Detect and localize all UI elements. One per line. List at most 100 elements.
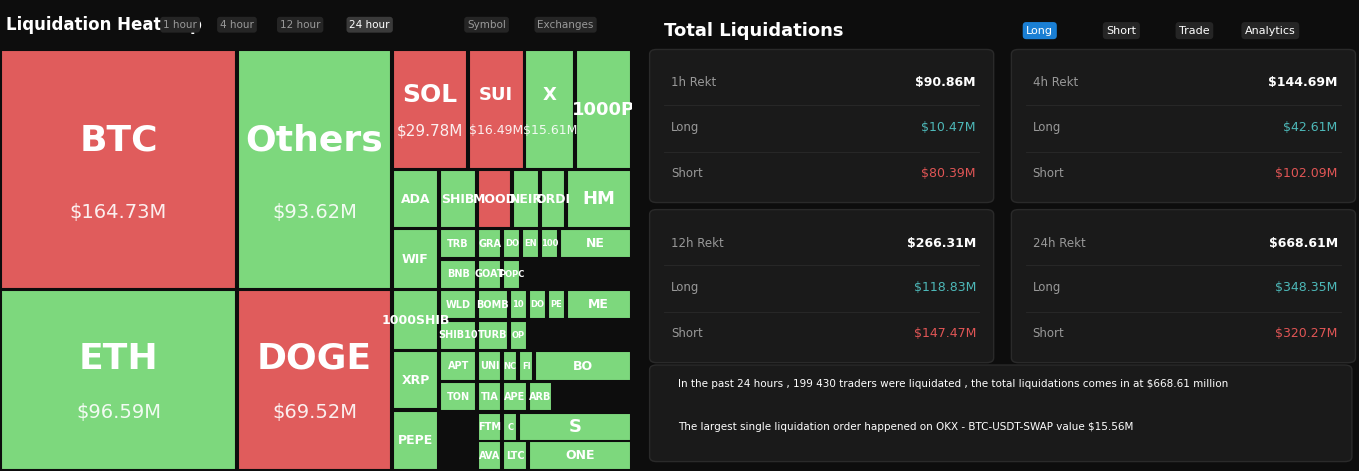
Bar xyxy=(440,351,476,381)
Bar xyxy=(576,50,631,169)
Text: 12 hour: 12 hour xyxy=(280,20,321,30)
Bar xyxy=(503,441,527,471)
Text: ME: ME xyxy=(588,299,609,311)
Text: 100: 100 xyxy=(541,239,559,248)
Text: SUI: SUI xyxy=(478,86,514,104)
Bar xyxy=(548,290,564,319)
FancyBboxPatch shape xyxy=(650,365,1352,462)
Bar xyxy=(541,229,559,258)
Bar xyxy=(440,382,476,411)
Text: Short: Short xyxy=(1033,167,1064,180)
Bar xyxy=(1,50,236,289)
Bar xyxy=(440,260,476,289)
Bar xyxy=(526,50,573,169)
Text: GOAT: GOAT xyxy=(476,269,504,279)
Text: SHIB10: SHIB10 xyxy=(439,331,478,341)
Text: Liquidation Heatmap: Liquidation Heatmap xyxy=(7,16,202,34)
Bar xyxy=(560,229,631,258)
Text: ARB: ARB xyxy=(529,391,552,402)
Text: Others: Others xyxy=(246,124,383,158)
Text: $266.31M: $266.31M xyxy=(906,236,976,250)
Text: XRP: XRP xyxy=(401,374,429,387)
Bar xyxy=(503,260,520,289)
FancyBboxPatch shape xyxy=(1011,49,1355,203)
Text: Short: Short xyxy=(1106,25,1136,36)
Text: BOMB: BOMB xyxy=(477,300,510,310)
Bar xyxy=(440,290,476,319)
Text: BO: BO xyxy=(573,359,593,373)
Bar xyxy=(503,351,518,381)
Text: APT: APT xyxy=(447,361,469,371)
Text: Exchanges: Exchanges xyxy=(537,20,594,30)
Text: TON: TON xyxy=(447,391,470,402)
Text: C: C xyxy=(507,422,514,431)
Text: FTM: FTM xyxy=(478,422,501,432)
FancyBboxPatch shape xyxy=(650,49,993,203)
Text: $144.69M: $144.69M xyxy=(1268,76,1337,89)
Text: S: S xyxy=(568,418,582,436)
Bar xyxy=(503,382,527,411)
Bar xyxy=(519,413,631,442)
Text: $93.62M: $93.62M xyxy=(272,203,357,222)
Text: BTC: BTC xyxy=(79,124,158,158)
Text: 24h Rekt: 24h Rekt xyxy=(1033,236,1086,250)
FancyBboxPatch shape xyxy=(1011,210,1355,363)
Text: Short: Short xyxy=(671,327,703,340)
Text: 1000SHIB: 1000SHIB xyxy=(382,314,450,327)
Bar xyxy=(440,170,476,228)
Bar xyxy=(519,351,533,381)
Text: $69.52M: $69.52M xyxy=(272,403,357,422)
Text: TIA: TIA xyxy=(481,391,499,402)
Text: 4h Rekt: 4h Rekt xyxy=(1033,76,1078,89)
Bar xyxy=(529,382,552,411)
Text: $118.83M: $118.83M xyxy=(913,281,976,294)
Text: 4 hour: 4 hour xyxy=(220,20,254,30)
Text: 24 hour: 24 hour xyxy=(349,20,390,30)
Text: SOL: SOL xyxy=(402,83,457,107)
Bar xyxy=(238,50,391,289)
Text: MOOD: MOOD xyxy=(473,193,516,206)
Text: GRA: GRA xyxy=(478,239,501,249)
Text: $90.86M: $90.86M xyxy=(916,76,976,89)
Bar xyxy=(478,321,508,350)
Text: NEIR: NEIR xyxy=(510,193,542,206)
Text: $668.61M: $668.61M xyxy=(1268,236,1337,250)
Bar xyxy=(238,290,391,471)
Text: SHIB: SHIB xyxy=(442,193,474,206)
Text: $147.47M: $147.47M xyxy=(913,327,976,340)
Bar xyxy=(393,411,438,471)
Text: ADA: ADA xyxy=(401,193,431,206)
Bar xyxy=(522,229,540,258)
Text: EN: EN xyxy=(525,239,537,248)
Bar xyxy=(478,382,501,411)
Text: TRB: TRB xyxy=(447,239,469,249)
Text: Trade: Trade xyxy=(1180,25,1210,36)
Bar xyxy=(440,229,476,258)
Text: $348.35M: $348.35M xyxy=(1275,281,1337,294)
Text: NE: NE xyxy=(586,237,605,250)
Text: Total Liquidations: Total Liquidations xyxy=(663,22,844,40)
Bar xyxy=(478,351,501,381)
Bar xyxy=(478,290,508,319)
Bar xyxy=(469,50,523,169)
Text: $102.09M: $102.09M xyxy=(1275,167,1337,180)
Text: OP: OP xyxy=(511,331,525,340)
Text: Analytics: Analytics xyxy=(1245,25,1295,36)
Bar xyxy=(512,170,540,228)
Text: $164.73M: $164.73M xyxy=(69,203,167,222)
Text: POPC: POPC xyxy=(499,270,525,279)
Text: TURB: TURB xyxy=(478,331,508,341)
Bar xyxy=(503,229,520,258)
Bar xyxy=(393,229,438,289)
Bar xyxy=(478,229,501,258)
Text: Short: Short xyxy=(671,167,703,180)
Text: DO: DO xyxy=(504,239,519,248)
Bar xyxy=(393,170,438,228)
Text: In the past 24 hours , 199 430 traders were liquidated , the total liquidations : In the past 24 hours , 199 430 traders w… xyxy=(678,379,1229,389)
Bar xyxy=(478,441,501,471)
Bar xyxy=(478,260,501,289)
Text: Long: Long xyxy=(1033,121,1061,134)
Text: 10: 10 xyxy=(512,300,525,309)
Text: WLD: WLD xyxy=(446,300,470,310)
Bar xyxy=(567,170,631,228)
